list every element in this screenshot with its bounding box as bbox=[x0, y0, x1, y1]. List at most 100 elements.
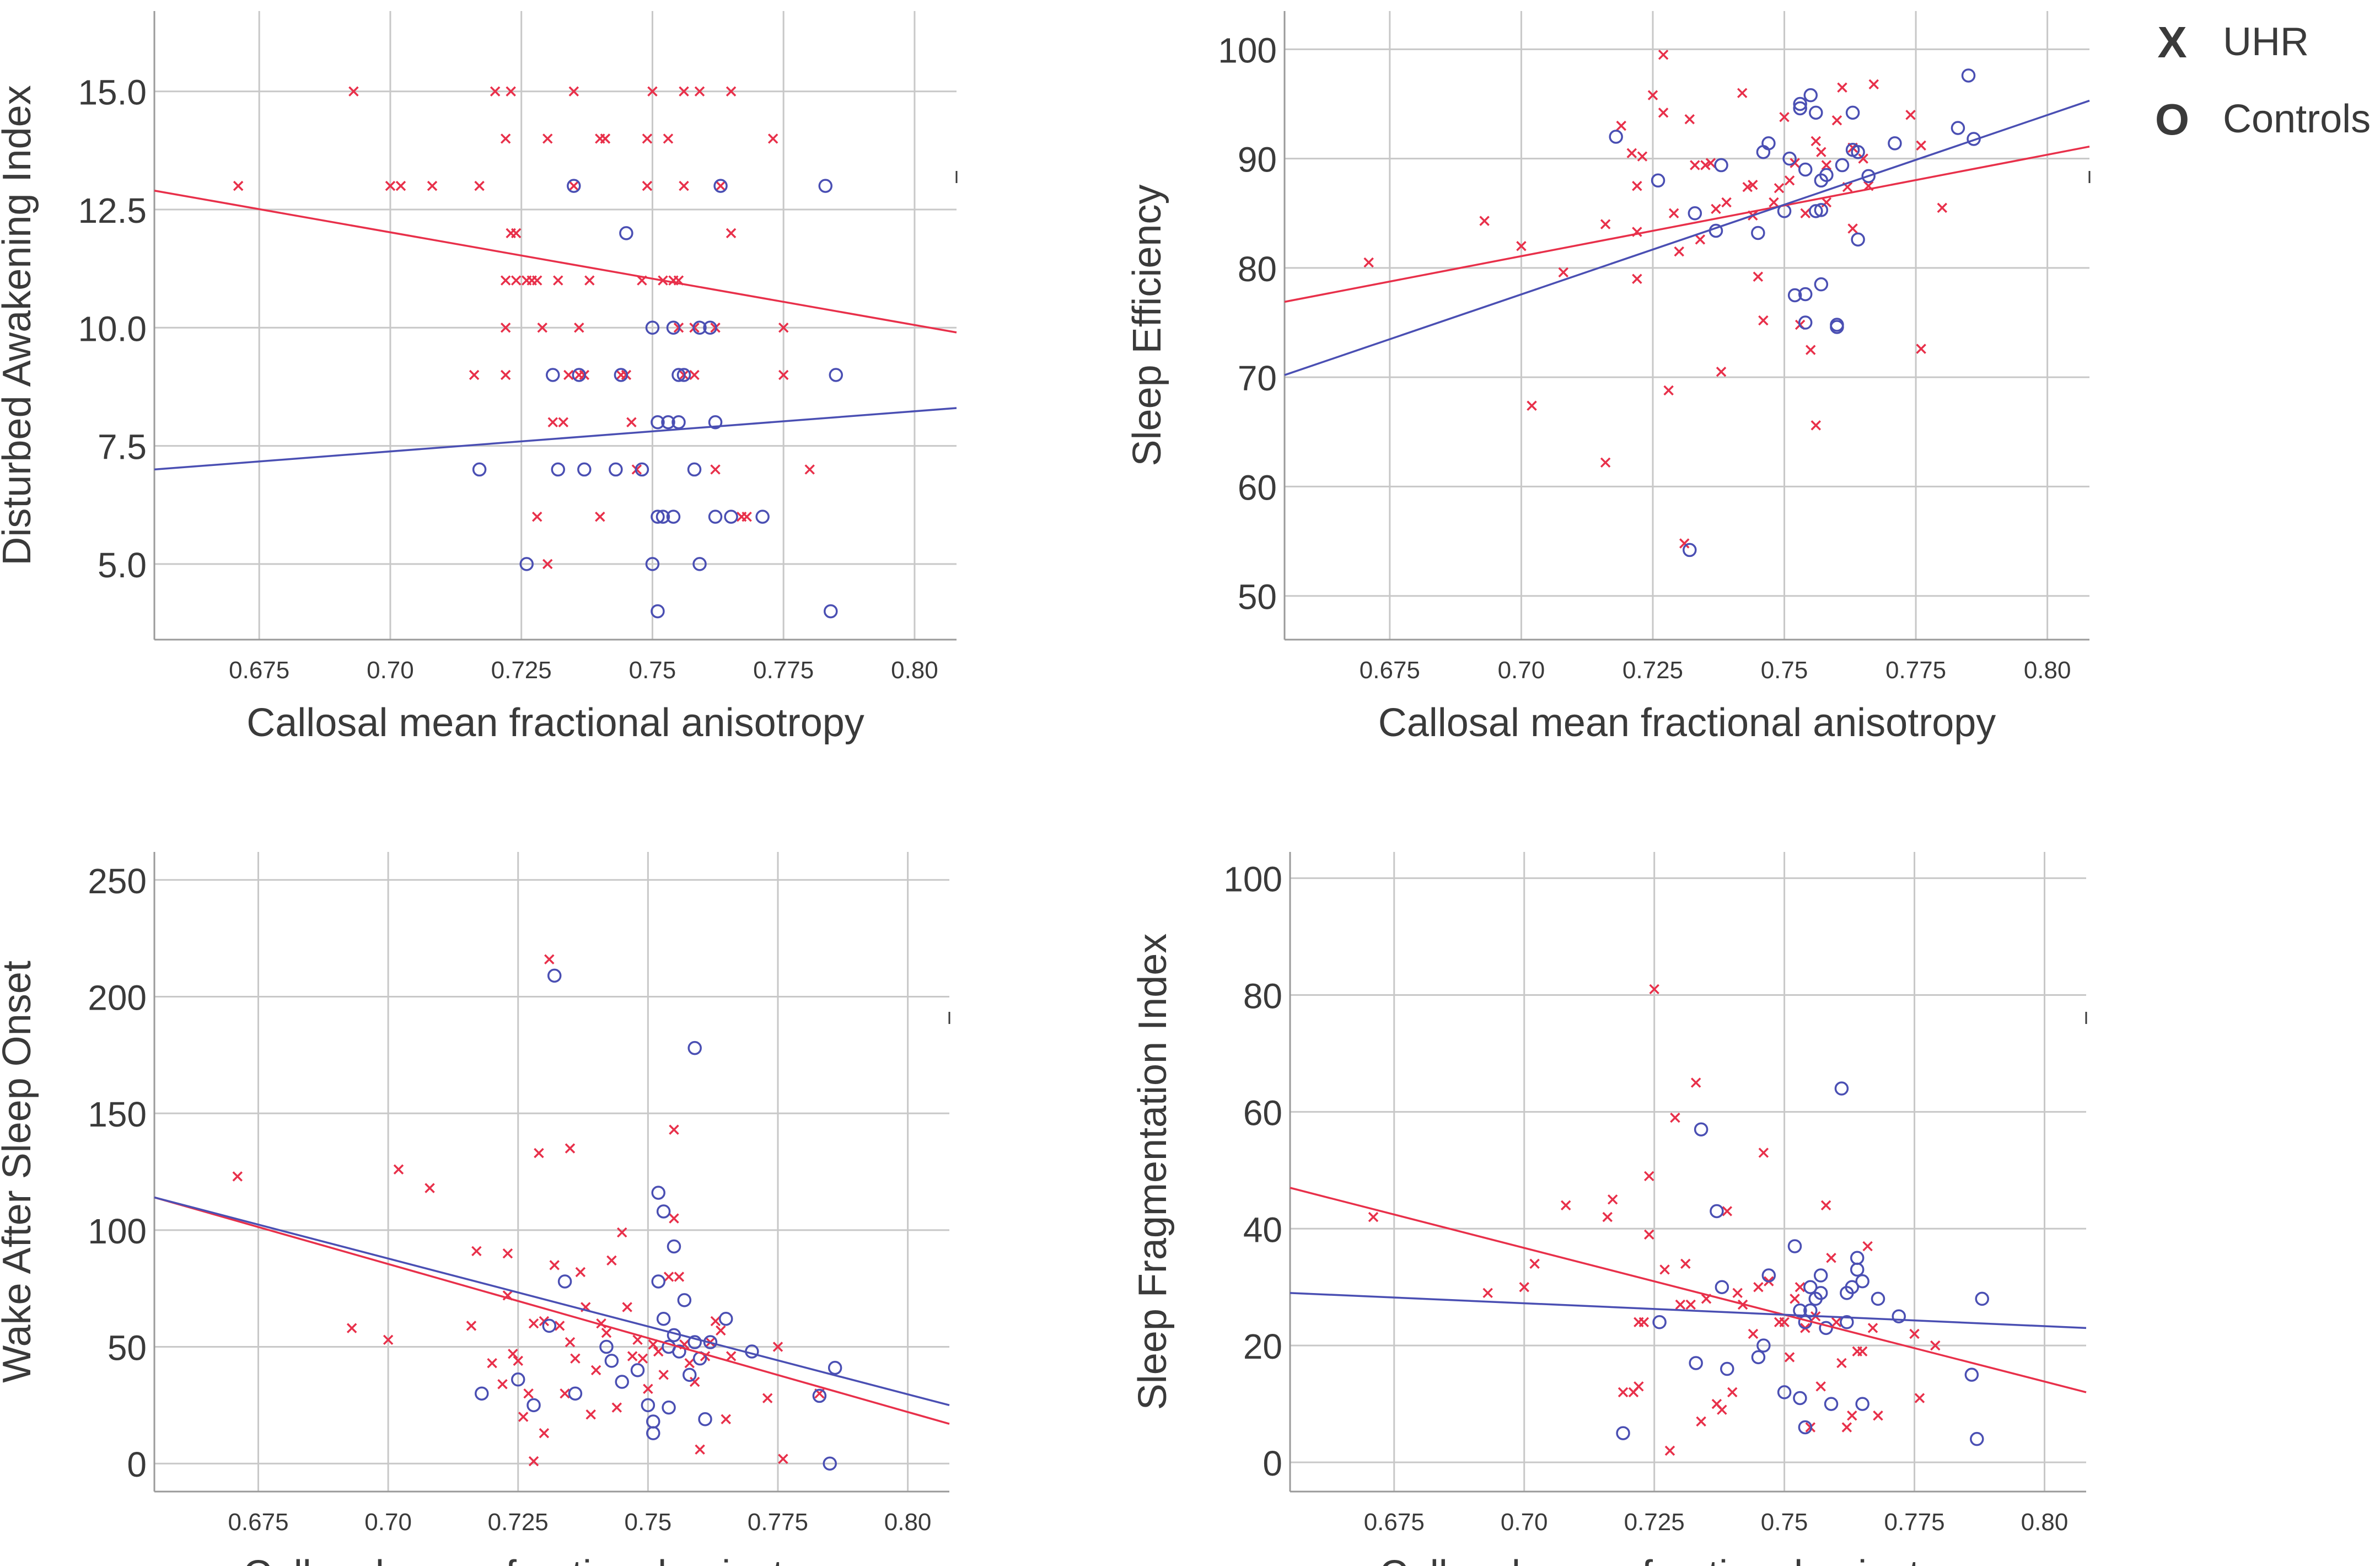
y-tick-label: 200 bbox=[88, 978, 147, 1017]
data-point-uhr bbox=[1616, 120, 1626, 131]
data-point-uhr bbox=[622, 1302, 632, 1312]
data-point-uhr bbox=[1711, 203, 1721, 214]
y-tick-label: 80 bbox=[1238, 249, 1277, 289]
legend-label-uhr: UHR bbox=[2223, 20, 2309, 64]
data-point-uhr bbox=[500, 323, 511, 333]
data-point-uhr bbox=[1816, 147, 1826, 157]
data-point-controls bbox=[1793, 1303, 1807, 1318]
data-point-controls bbox=[687, 462, 702, 477]
x-tick-label: 0.725 bbox=[488, 1509, 549, 1536]
data-point-controls bbox=[829, 368, 844, 382]
data-point-uhr bbox=[1363, 257, 1374, 268]
data-point-uhr bbox=[568, 86, 579, 96]
data-point-uhr bbox=[1779, 1317, 1790, 1328]
data-point-uhr bbox=[544, 954, 555, 964]
data-point-controls bbox=[1835, 158, 1850, 173]
data-point-uhr bbox=[1674, 246, 1684, 257]
data-point-uhr bbox=[1862, 1241, 1873, 1252]
data-point-uhr bbox=[1479, 216, 1490, 226]
data-point-uhr bbox=[637, 1353, 648, 1364]
data-point-uhr bbox=[575, 1267, 586, 1278]
data-point-controls bbox=[713, 179, 728, 193]
data-point-controls bbox=[1809, 105, 1823, 120]
data-point-controls bbox=[677, 1293, 692, 1307]
y-tick-label: 20 bbox=[1243, 1327, 1282, 1366]
series-controls bbox=[472, 179, 844, 619]
data-point-uhr bbox=[506, 86, 516, 96]
data-point-uhr bbox=[539, 1428, 550, 1439]
data-point-uhr bbox=[1742, 181, 1753, 192]
data-point-uhr bbox=[1722, 1206, 1733, 1216]
data-point-uhr bbox=[611, 1402, 622, 1413]
data-point-controls bbox=[823, 1456, 837, 1471]
data-point-uhr bbox=[726, 1351, 737, 1361]
data-point-uhr bbox=[570, 1353, 581, 1364]
data-point-controls bbox=[568, 1386, 583, 1401]
data-point-uhr bbox=[1795, 1281, 1806, 1293]
data-point-uhr bbox=[689, 369, 700, 380]
x-tick-label: 0.775 bbox=[1885, 657, 1946, 684]
data-point-controls bbox=[1782, 151, 1797, 166]
data-point-uhr bbox=[1916, 344, 1926, 354]
data-point-controls bbox=[1651, 173, 1666, 188]
data-point-uhr bbox=[553, 275, 563, 286]
data-point-controls bbox=[1803, 88, 1818, 103]
y-axis-title: Sleep Fragmentation Index bbox=[1131, 934, 1175, 1411]
data-point-uhr bbox=[1529, 1258, 1540, 1269]
data-point-controls bbox=[645, 320, 660, 335]
data-point-uhr bbox=[1626, 148, 1637, 158]
series-controls bbox=[1609, 68, 1981, 557]
data-point-controls bbox=[1793, 96, 1807, 111]
data-point-controls bbox=[1814, 203, 1829, 217]
data-point-uhr bbox=[1836, 1358, 1847, 1369]
data-point-uhr bbox=[427, 180, 438, 191]
data-point-controls bbox=[630, 1363, 645, 1377]
data-point-uhr bbox=[726, 86, 737, 96]
x-tick-label: 0.725 bbox=[1624, 1509, 1685, 1536]
data-point-uhr bbox=[684, 1358, 695, 1369]
data-point-uhr bbox=[558, 417, 568, 427]
data-point-uhr bbox=[1632, 180, 1642, 191]
y-tick-label: 60 bbox=[1238, 468, 1277, 507]
data-point-uhr bbox=[1516, 241, 1527, 251]
y-axis-title: Disturbed Awakening Index bbox=[0, 85, 39, 565]
x-tick-label: 0.775 bbox=[753, 657, 814, 684]
data-point-uhr bbox=[1841, 1422, 1852, 1433]
data-point-controls bbox=[1710, 1204, 1724, 1219]
data-point-controls bbox=[661, 415, 675, 430]
x-tick-label: 0.80 bbox=[2021, 1509, 2069, 1536]
data-point-uhr bbox=[563, 369, 574, 380]
data-point-uhr bbox=[502, 1248, 513, 1259]
y-tick-label: 100 bbox=[88, 1211, 147, 1251]
data-point-controls bbox=[1798, 315, 1813, 330]
series-uhr bbox=[233, 86, 815, 570]
data-point-uhr bbox=[1649, 984, 1659, 995]
data-point-uhr bbox=[804, 464, 815, 475]
data-point-uhr bbox=[1831, 1317, 1842, 1328]
data-point-controls bbox=[646, 1426, 660, 1440]
data-point-controls bbox=[567, 179, 581, 193]
data-point-uhr bbox=[1837, 82, 1847, 93]
data-point-uhr bbox=[1873, 1411, 1883, 1421]
data-point-controls bbox=[619, 226, 633, 240]
data-point-uhr bbox=[679, 180, 689, 191]
data-point-uhr bbox=[395, 180, 406, 191]
data-point-uhr bbox=[1637, 151, 1648, 162]
data-point-controls bbox=[614, 368, 628, 382]
x-tick-label: 0.80 bbox=[891, 657, 938, 684]
data-point-uhr bbox=[1800, 208, 1810, 219]
data-point-uhr bbox=[648, 1339, 659, 1350]
data-point-controls bbox=[1964, 1367, 1979, 1382]
data-point-uhr bbox=[1679, 538, 1690, 549]
fit-line-controls bbox=[1284, 99, 2090, 376]
data-point-uhr bbox=[474, 180, 485, 191]
data-point-controls bbox=[475, 1386, 489, 1401]
data-point-controls bbox=[662, 1400, 676, 1415]
y-tick-label: 0 bbox=[127, 1445, 147, 1484]
data-point-controls bbox=[1761, 1268, 1776, 1283]
x-tick-label: 0.70 bbox=[1498, 657, 1545, 684]
data-point-controls bbox=[1777, 1385, 1792, 1399]
data-point-controls bbox=[1751, 226, 1765, 240]
data-point-controls bbox=[1850, 1251, 1865, 1265]
